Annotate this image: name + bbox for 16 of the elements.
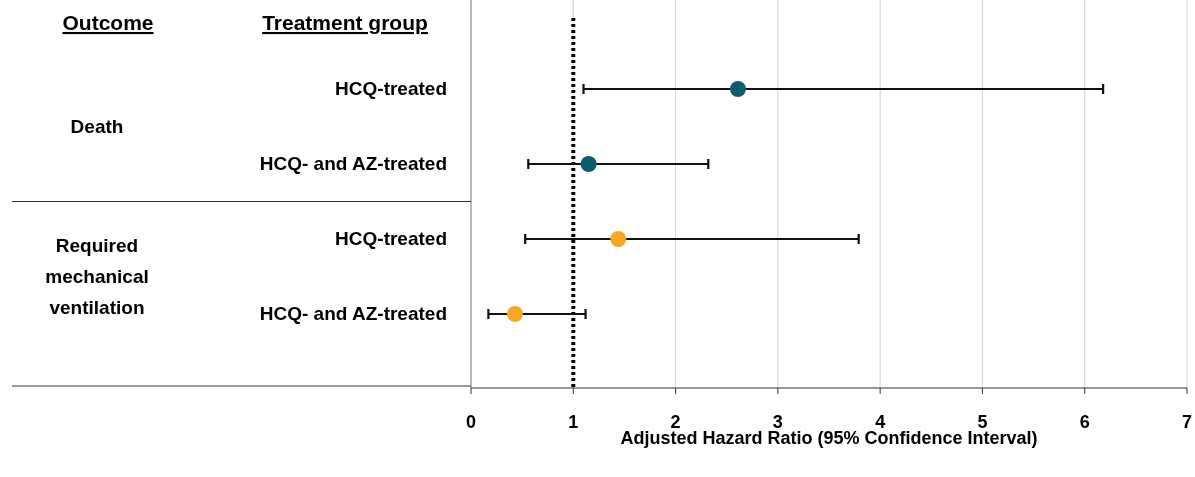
x-tick-label: 7 — [1181, 412, 1193, 432]
text: Required mechanical ventilation — [45, 234, 149, 318]
text: Death — [70, 115, 124, 137]
x-tick-label: 6 — [1079, 412, 1090, 432]
point — [729, 81, 746, 97]
y-tick-label: HCQ- and AZ-treated — [259, 303, 447, 324]
point — [610, 231, 627, 247]
x-tick-label: 1 — [568, 412, 579, 432]
text: Outcome — [62, 11, 154, 34]
x-tick-label: 0 — [465, 412, 477, 432]
y-tick-label: HCQ- and AZ-treated — [259, 153, 447, 174]
y-tick-label: HCQ-treated — [335, 78, 447, 99]
y-tick-label: HCQ-treated — [335, 228, 447, 249]
point — [580, 156, 597, 172]
point — [506, 306, 523, 322]
y-axis-title: Treatment group — [262, 11, 428, 34]
